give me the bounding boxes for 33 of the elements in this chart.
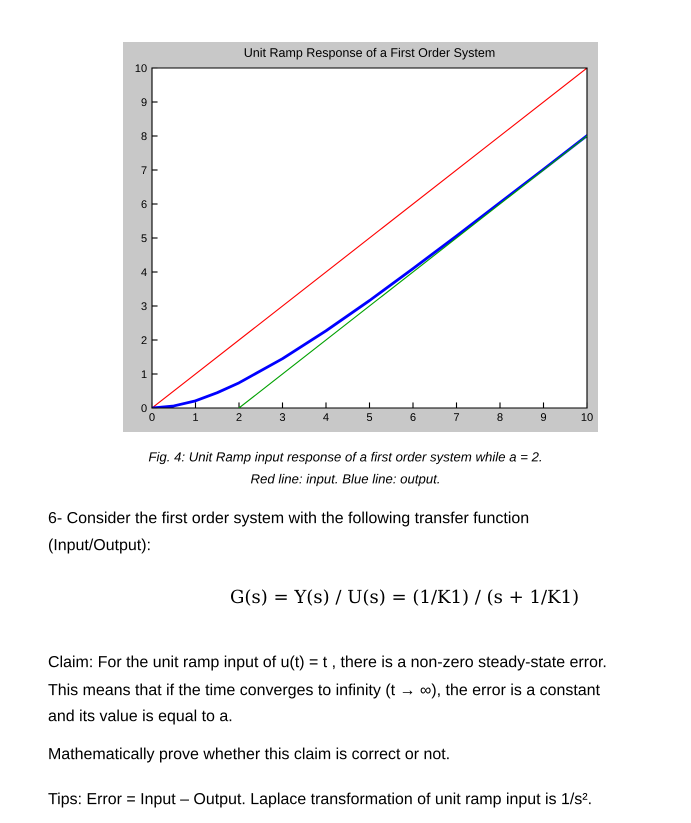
text: Claim: For the unit ramp input of u(t) = t , there is a non-zero steady-state error. [48, 656, 606, 670]
y-tick-label: 10 [136, 64, 147, 72]
y-tick-label: 3 [141, 302, 147, 310]
y-tick-label: 6 [142, 200, 147, 208]
text: This means that if the time converges to infinity (t → ∞), the error is a constant [48, 684, 600, 698]
y-tick-label: 7 [142, 166, 147, 174]
x-tick-label: 8 [497, 413, 503, 422]
y-tick-label: 5 [141, 234, 147, 242]
x-tick-label: 5 [366, 413, 372, 422]
x-tick-label: 0 [149, 413, 155, 422]
text: Tips: Error = Input – Output. Laplace transformation of unit ramp input is 1/s². [48, 792, 591, 808]
x-tick-label: 4 [323, 413, 329, 421]
chart-title: Unit Ramp Response of a First Order System [244, 48, 494, 60]
text: and its value is equal to a. [48, 710, 232, 724]
x-tick-label: 10 [582, 413, 593, 422]
y-tick-label: 8 [141, 132, 147, 140]
x-tick-label: 7 [454, 413, 460, 421]
y-tick-label: 2 [142, 336, 147, 344]
x-tick-label: 1 [193, 413, 198, 421]
x-tick-label: 9 [540, 413, 546, 422]
text: Mathematically prove whether this claim is correct or not. [49, 748, 449, 762]
y-tick-label: 0 [141, 404, 147, 412]
x-tick-label: 2 [236, 413, 242, 421]
y-tick-label: 4 [141, 268, 147, 276]
text: G(s) = Y(s) / U(s) = (1/K1) / (s + 1/K1) [231, 589, 578, 606]
y-tick-label: 1 [142, 370, 147, 378]
text: 6- Consider the first order system with the following transfer function [48, 512, 528, 526]
text: Red line: input. Blue line: output. [250, 474, 439, 486]
caption: Fig. 4: Unit Ramp input response of a first order system while a = 2. [148, 452, 541, 464]
x-tick-label: 6 [410, 413, 416, 422]
y-tick-label: 9 [141, 98, 147, 106]
x-tick-label: 3 [280, 413, 286, 422]
text: (Input/Output): [48, 538, 150, 554]
